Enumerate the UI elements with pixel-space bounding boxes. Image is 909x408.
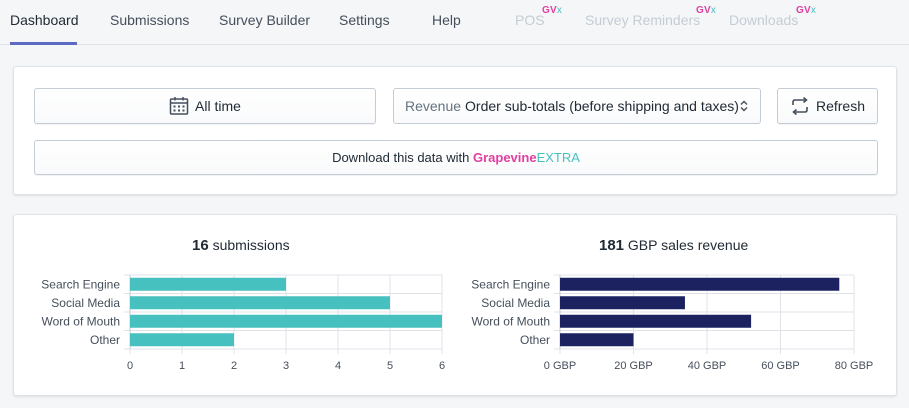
metric-select-value: Order sub-totals (before shipping and ta… bbox=[465, 98, 739, 114]
submissions-bar[interactable] bbox=[130, 296, 390, 310]
revenue-title-suffix: GBP sales revenue bbox=[627, 237, 749, 253]
category-label: Word of Mouth bbox=[42, 314, 120, 328]
tab-survey-reminders[interactable]: Survey Reminders GVx bbox=[585, 5, 716, 28]
x-tick-label: 5 bbox=[387, 360, 393, 372]
category-label: Other bbox=[520, 333, 550, 347]
metric-select-label: Revenue bbox=[405, 98, 462, 114]
x-tick-label: 40 GBP bbox=[688, 360, 727, 372]
category-label: Other bbox=[90, 333, 120, 347]
x-tick-label: 2 bbox=[231, 360, 237, 372]
calendar-icon bbox=[169, 97, 189, 115]
tab-label: Help bbox=[432, 12, 461, 28]
submissions-bar[interactable] bbox=[130, 314, 442, 328]
revenue-bar[interactable] bbox=[560, 333, 634, 347]
tab-survey-builder[interactable]: Survey Builder bbox=[219, 12, 310, 28]
filters-card: All time Revenue Order sub-totals (befor… bbox=[13, 66, 897, 195]
x-tick-label: 4 bbox=[335, 360, 341, 372]
tab-settings[interactable]: Settings bbox=[339, 12, 390, 28]
x-tick-label: 0 GBP bbox=[544, 360, 576, 372]
submissions-count: 16 bbox=[192, 237, 209, 254]
revenue-bar[interactable] bbox=[560, 314, 752, 328]
tab-help[interactable]: Help bbox=[432, 12, 461, 28]
brand-grapevine: Grapevine bbox=[472, 150, 537, 165]
metric-select[interactable]: Revenue Order sub-totals (before shippin… bbox=[393, 88, 761, 124]
refresh-icon bbox=[792, 97, 808, 115]
revenue-bar[interactable] bbox=[560, 296, 685, 310]
tab-submissions[interactable]: Submissions bbox=[110, 12, 189, 28]
date-range-label: All time bbox=[195, 98, 241, 114]
category-label: Social Media bbox=[481, 296, 550, 310]
tab-downloads[interactable]: Downloads GVx bbox=[729, 5, 816, 28]
x-tick-label: 6 bbox=[439, 360, 445, 372]
submissions-bar[interactable] bbox=[130, 277, 286, 291]
category-label: Word of Mouth bbox=[472, 314, 550, 328]
select-arrows-icon bbox=[740, 100, 748, 112]
tab-label: Survey Builder bbox=[219, 12, 311, 28]
gvx-badge: GVx bbox=[542, 5, 563, 16]
x-tick-label: 1 bbox=[179, 360, 185, 372]
category-label: Social Media bbox=[51, 296, 120, 310]
tab-pos[interactable]: POS GVx bbox=[515, 5, 562, 28]
tab-label: Settings bbox=[339, 12, 390, 28]
charts-card: 16 submissions 181 GBP sales revenue 0 1 2… bbox=[13, 214, 897, 396]
category-label: Search Engine bbox=[41, 277, 120, 291]
date-range-button[interactable]: All time bbox=[34, 88, 376, 124]
submissions-title-suffix: submissions bbox=[212, 237, 290, 253]
category-label: Search Engine bbox=[471, 277, 550, 291]
gvx-badge: GVx bbox=[796, 5, 817, 16]
download-label: Download this data with bbox=[332, 150, 473, 165]
x-tick-label: 20 GBP bbox=[614, 360, 653, 372]
bar-charts: 0 1 2 3 4 5 6 Search Engine Social Media Word of … bbox=[41, 274, 874, 372]
x-tick-label: 3 bbox=[283, 360, 289, 372]
x-tick-label: 0 bbox=[127, 360, 133, 372]
x-tick-label: 80 GBP bbox=[835, 360, 874, 372]
submissions-bar[interactable] bbox=[130, 333, 234, 347]
top-nav: Dashboard Submissions Survey Builder Set… bbox=[0, 0, 909, 45]
revenue-bar[interactable] bbox=[560, 277, 840, 291]
brand-extra: EXTRA bbox=[536, 150, 580, 165]
active-tab-indicator bbox=[10, 42, 77, 45]
tab-label: Dashboard bbox=[10, 12, 79, 28]
refresh-button[interactable]: Refresh bbox=[777, 88, 878, 124]
revenue-total: 181 bbox=[599, 237, 625, 254]
tab-label: POS bbox=[515, 12, 545, 28]
tab-label: Submissions bbox=[110, 12, 190, 28]
revenue-chart-title: 181 GBP sales revenue bbox=[599, 237, 748, 254]
submissions-chart-title: 16 submissions bbox=[192, 237, 290, 254]
gvx-badge: GVx bbox=[696, 5, 717, 16]
tab-label: Survey Reminders bbox=[585, 12, 701, 28]
tab-label: Downloads bbox=[729, 12, 799, 28]
tab-dashboard[interactable]: Dashboard bbox=[10, 12, 79, 28]
x-tick-label: 60 GBP bbox=[761, 360, 800, 372]
refresh-label: Refresh bbox=[815, 98, 866, 114]
download-data-button[interactable]: Download this data with Grapevine EXTRA bbox=[34, 140, 878, 175]
